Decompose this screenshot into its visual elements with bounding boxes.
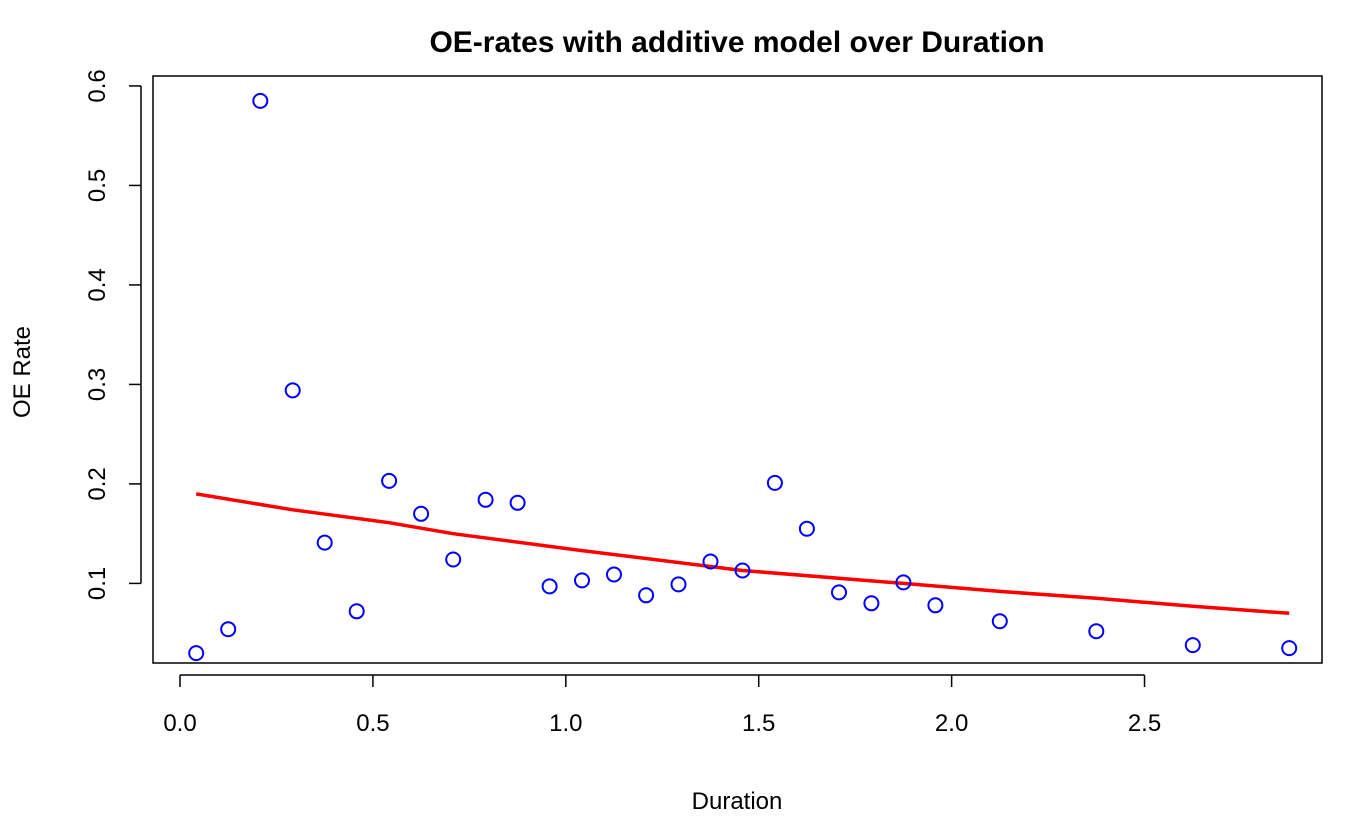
- data-point: [734, 562, 751, 579]
- data-point: [220, 621, 237, 638]
- data-point: [348, 603, 365, 620]
- x-tick-label: 0.5: [356, 710, 389, 737]
- data-point: [1281, 640, 1298, 657]
- y-axis: 0.1 0.2 0.3 0.4 0.5 0.6: [84, 69, 142, 600]
- data-point: [798, 520, 815, 537]
- data-point: [863, 595, 880, 612]
- data-point: [574, 572, 590, 589]
- data-point: [831, 584, 847, 601]
- x-tick-label: 2.5: [1128, 710, 1161, 737]
- data-point: [252, 92, 269, 109]
- y-tick-label: 0.4: [84, 268, 111, 301]
- data-point: [927, 597, 944, 614]
- y-axis-label: OE Rate: [9, 326, 36, 418]
- fit-line: [195, 492, 1290, 616]
- y-tick-label: 0.3: [84, 368, 111, 401]
- data-point: [188, 645, 205, 662]
- x-tick-label: 1.0: [549, 710, 582, 737]
- data-point: [316, 534, 333, 551]
- data-point: [606, 566, 622, 583]
- data-point: [670, 576, 687, 593]
- data-point: [991, 613, 1008, 630]
- data-point: [413, 505, 430, 522]
- oe-rate-points: [188, 92, 1298, 662]
- data-point: [638, 587, 655, 604]
- x-axis-label: Duration: [692, 788, 783, 815]
- x-tick-label: 2.0: [935, 710, 968, 737]
- data-point: [381, 472, 398, 489]
- y-tick-label: 0.6: [84, 69, 111, 102]
- plot-frame: [152, 75, 1323, 664]
- data-point: [541, 578, 558, 595]
- data-point: [477, 491, 494, 508]
- y-tick-label: 0.1: [84, 567, 111, 600]
- x-tick-label: 1.5: [742, 710, 775, 737]
- y-tick-label: 0.5: [84, 169, 111, 202]
- chart-title: OE-rates with additive model over Durati…: [429, 26, 1044, 59]
- data-point: [895, 574, 912, 591]
- data-point: [284, 382, 301, 399]
- data-point: [1088, 623, 1105, 640]
- x-tick-label: 0.0: [163, 710, 196, 737]
- data-point: [509, 494, 526, 511]
- y-tick-label: 0.2: [84, 467, 111, 500]
- x-axis: 0.0 0.5 1.0 1.5 2.0 2.5: [163, 674, 1161, 737]
- additive-model-line: [195, 492, 1290, 616]
- data-point: [702, 553, 719, 570]
- data-point: [445, 551, 462, 568]
- data-point: [766, 474, 783, 491]
- data-point: [1184, 637, 1201, 654]
